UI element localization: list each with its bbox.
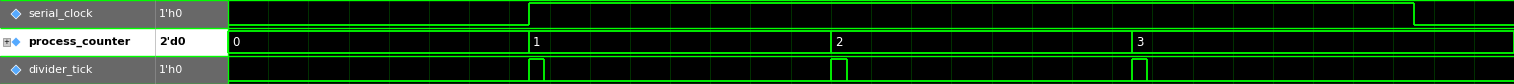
Text: serial_clock: serial_clock <box>27 9 92 19</box>
Polygon shape <box>11 65 21 75</box>
Bar <box>229 0 1514 84</box>
Bar <box>0 56 229 84</box>
Polygon shape <box>11 37 21 47</box>
Text: 1'h0: 1'h0 <box>159 9 183 19</box>
Text: process_counter: process_counter <box>27 37 130 47</box>
Polygon shape <box>11 9 21 19</box>
Bar <box>0 0 229 28</box>
Bar <box>3 38 11 46</box>
Text: +: + <box>3 39 9 45</box>
Text: 3: 3 <box>1136 36 1143 48</box>
Text: 1: 1 <box>533 36 540 48</box>
Text: 2: 2 <box>836 36 843 48</box>
Text: 1'h0: 1'h0 <box>159 65 183 75</box>
Text: 0: 0 <box>232 36 239 48</box>
Text: divider_tick: divider_tick <box>27 65 92 75</box>
Text: 2'd0: 2'd0 <box>159 37 186 47</box>
Bar <box>0 28 229 56</box>
